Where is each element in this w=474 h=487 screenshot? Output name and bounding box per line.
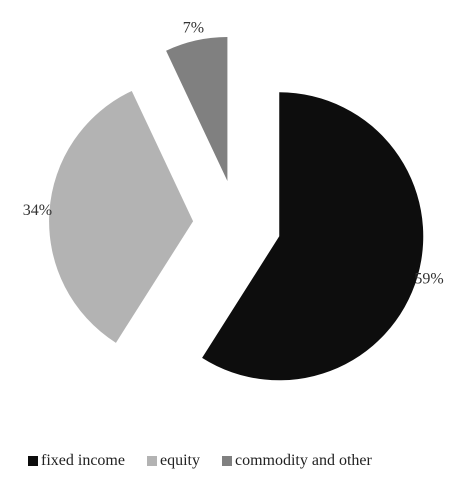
legend-swatch-fixed-income <box>28 456 38 466</box>
pie-slices <box>49 37 424 381</box>
pie-slice-commodity-and-other <box>166 37 228 182</box>
legend-item-equity: equity <box>146 452 200 470</box>
legend-label-commodity-and-other: commodity and other <box>234 452 372 469</box>
legend-label-fixed-income: fixed income <box>41 452 125 469</box>
legend-label-equity: equity <box>159 452 200 469</box>
legend-item-commodity-and-other: commodity and other <box>221 452 372 470</box>
pie-slice-fixed-income <box>202 92 424 381</box>
legend-swatch-equity <box>146 456 157 466</box>
legend-swatch-commodity-and-other <box>221 456 232 466</box>
data-label-commodity-and-other: 7% <box>183 19 204 36</box>
data-label-equity: 34% <box>23 202 52 219</box>
legend: fixed income equity commodity and other <box>0 452 474 470</box>
pie-slice-equity <box>49 90 194 343</box>
data-label-fixed-income: 59% <box>414 270 443 287</box>
legend-item-fixed-income: fixed income <box>28 452 125 470</box>
pie-data-labels: 59% 34% 7% <box>23 19 444 287</box>
